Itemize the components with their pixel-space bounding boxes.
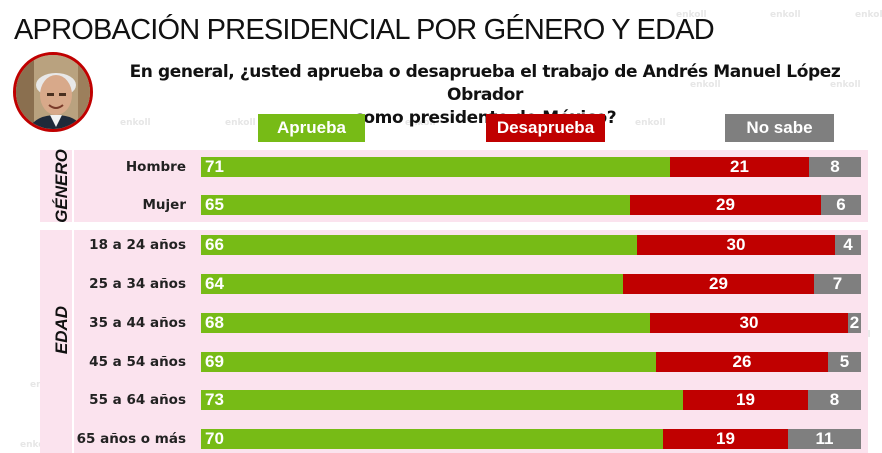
bar-segment-desaprueba: 29 (623, 274, 814, 294)
watermark-text: enkoll (855, 10, 882, 20)
group-panel-edad (40, 230, 868, 453)
portrait-image (16, 55, 90, 129)
bar-segment-aprueba: 70 (201, 429, 663, 449)
bar-segment-no-sabe: 7 (814, 274, 861, 294)
group-divider-edad (72, 230, 74, 453)
row-label: 55 a 64 años (89, 392, 186, 408)
watermark-text: enkoll (635, 118, 666, 128)
watermark-text: enkoll (225, 118, 256, 128)
watermark-text: enkoll (196, 70, 227, 80)
bar-segment-desaprueba: 19 (683, 390, 808, 410)
subtitle-line-1: En general, ¿usted aprueba o desaprueba … (129, 62, 841, 105)
bar-segment-desaprueba: 21 (670, 157, 809, 177)
watermark-text: enkoll (690, 80, 721, 90)
watermark-text: enkoll (20, 440, 51, 450)
bar-segment-no-sabe: 8 (809, 157, 861, 177)
bar-segment-no-sabe: 4 (835, 235, 861, 255)
bar-segment-aprueba: 68 (201, 313, 650, 333)
row-label: 25 a 34 años (89, 276, 186, 292)
watermark-text: enkoll (480, 90, 511, 100)
bar-segment-no-sabe: 6 (821, 195, 861, 215)
row-label: 65 años o más (76, 431, 186, 447)
watermark-text: enkoll (830, 80, 861, 90)
legend-aprueba: Aprueba (258, 114, 365, 142)
bar-segment-aprueba: 73 (201, 390, 683, 410)
bar-segment-aprueba: 64 (201, 274, 623, 294)
president-photo (13, 52, 93, 132)
row-label: Hombre (125, 159, 186, 175)
bar-segment-desaprueba: 26 (656, 352, 828, 372)
bar-segment-desaprueba: 19 (663, 429, 788, 449)
row-label: Mujer (142, 197, 187, 213)
watermark-text: enkoll (405, 118, 436, 128)
watermark-text: enkoll (770, 10, 801, 20)
watermark-text: enkoll (120, 118, 151, 128)
row-label: 18 a 24 años (89, 237, 186, 253)
bar-segment-no-sabe: 5 (828, 352, 861, 372)
bar-segment-no-sabe: 8 (808, 390, 861, 410)
bar-segment-aprueba: 69 (201, 352, 656, 372)
legend-desaprueba: Desaprueba (486, 114, 605, 142)
bar-segment-aprueba: 66 (201, 235, 637, 255)
chart-title: APROBACIÓN PRESIDENCIAL POR GÉNERO Y EDA… (14, 14, 715, 46)
bar-segment-aprueba: 65 (201, 195, 630, 215)
bar-segment-desaprueba: 30 (650, 313, 848, 333)
group-label-genero: GÉNERO (52, 149, 71, 223)
bar-segment-no-sabe: 11 (788, 429, 861, 449)
watermark-text: enkoll (676, 10, 707, 20)
bar-segment-desaprueba: 29 (630, 195, 821, 215)
row-label: 35 a 44 años (89, 315, 186, 331)
bar-segment-desaprueba: 30 (637, 235, 835, 255)
bar-segment-no-sabe: 2 (848, 313, 861, 333)
group-divider-genero (72, 150, 74, 222)
row-label: 45 a 54 años (89, 354, 186, 370)
legend-no-sabe: No sabe (725, 114, 834, 142)
bar-segment-aprueba: 71 (201, 157, 670, 177)
